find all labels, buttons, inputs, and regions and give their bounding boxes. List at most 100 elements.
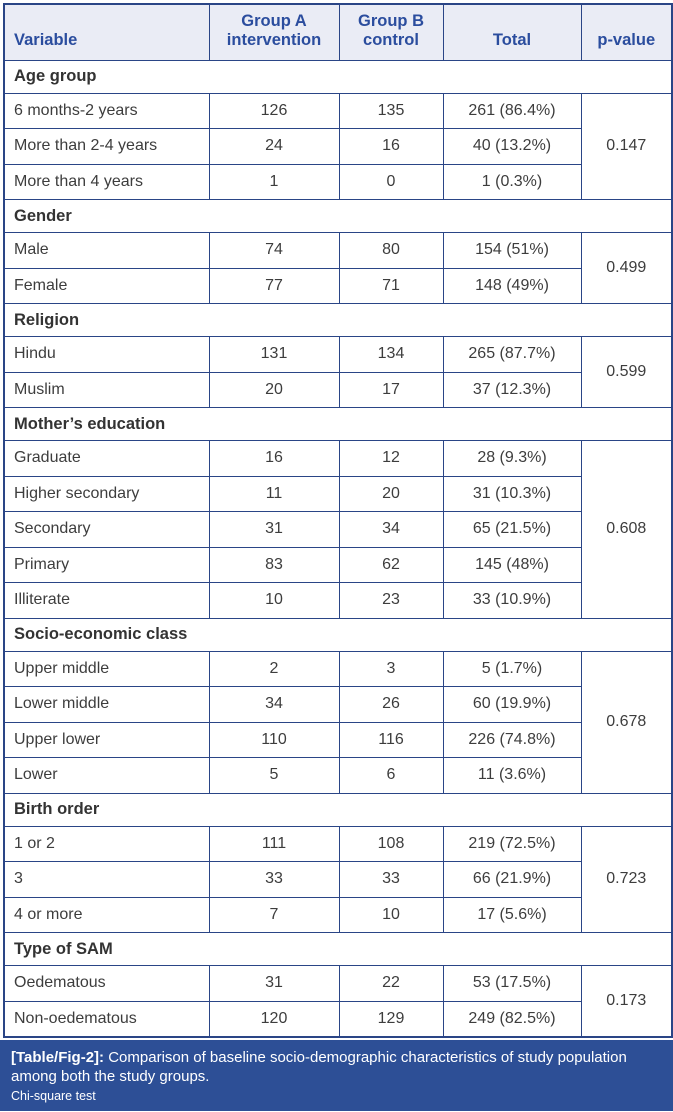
total-value: 5 (1.7%) (442, 650, 582, 687)
table-row: Secondary 31 34 65 (21.5%) (3, 511, 672, 548)
section-row: Religion (3, 303, 673, 337)
table-row: Primary 83 62 145 (48%) (3, 546, 672, 583)
p-value: 0.723 (580, 825, 673, 933)
total-value: 226 (74.8%) (442, 721, 582, 758)
group-b-value: 62 (338, 546, 444, 583)
group-a-value: 33 (208, 861, 340, 898)
total-value: 219 (72.5%) (442, 825, 582, 862)
group-a-value: 1 (208, 163, 340, 200)
row-label: Muslim (3, 371, 210, 408)
total-value: 148 (49%) (442, 267, 582, 304)
table-row: Female 77 71 148 (49%) (3, 267, 672, 304)
section-row: Age group (3, 59, 673, 94)
total-value: 53 (17.5%) (442, 965, 582, 1002)
section-title: Mother’s education (3, 407, 673, 441)
total-value: 60 (19.9%) (442, 686, 582, 723)
group-a-value: 110 (208, 721, 340, 758)
group-b-value: 108 (338, 825, 444, 862)
group-b-value: 134 (338, 336, 444, 373)
row-label: Oedematous (3, 965, 210, 1002)
row-label: Lower middle (3, 686, 210, 723)
table-container: Variable Group A intervention Group B co… (3, 3, 673, 1038)
table-row: Upper middle 2 3 5 (1.7%) 0.678 (3, 650, 673, 794)
group-b-value: 116 (338, 721, 444, 758)
section-title: Socio-economic class (3, 617, 673, 652)
total-value: 28 (9.3%) (442, 440, 582, 477)
table-row: Illiterate 10 23 33 (10.9%) (3, 582, 672, 619)
table-row: 1 or 2 111 108 219 (72.5%) 0.723 (3, 825, 673, 933)
group-a-value: 111 (208, 825, 340, 862)
total-value: 37 (12.3%) (442, 371, 582, 408)
header-p-value: p-value (580, 3, 673, 61)
total-value: 1 (0.3%) (442, 163, 582, 200)
row-label: Non-oedematous (3, 1000, 210, 1037)
group-b-value: 22 (338, 965, 444, 1002)
row-label: Male (3, 232, 210, 269)
group-a-value: 24 (208, 128, 340, 165)
section-title: Birth order (3, 792, 673, 827)
group-a-value: 11 (208, 475, 340, 512)
table-body: Age group 6 months-2 years 126 135 261 (86.4… (3, 59, 673, 1037)
table-row: Oedematous 31 22 53 (17.5%) 0.173 (3, 965, 673, 1037)
total-value: 249 (82.5%) (442, 1000, 582, 1037)
total-value: 265 (87.7%) (442, 336, 582, 373)
section-title: Age group (3, 59, 673, 94)
total-value: 65 (21.5%) (442, 511, 582, 548)
caption-bar: [Table/Fig-2]: Comparison of baseline so… (0, 1039, 673, 1111)
section-row: Gender (3, 199, 673, 233)
p-value: 0.173 (580, 965, 673, 1037)
header-group-b: Group B control (338, 3, 444, 61)
table-row: 4 or more 7 10 17 (5.6%) (3, 896, 672, 933)
p-value: 0.147 (580, 92, 673, 200)
group-a-value: 34 (208, 686, 340, 723)
group-b-value: 0 (338, 163, 444, 200)
section-title: Type of SAM (3, 932, 673, 966)
row-label: 6 months-2 years (3, 92, 210, 129)
row-label: Female (3, 267, 210, 304)
header-row: Variable Group A intervention Group B co… (3, 3, 673, 61)
table-row: Higher secondary 11 20 31 (10.3%) (3, 475, 672, 512)
group-b-value: 10 (338, 896, 444, 933)
table-row: Lower 5 6 11 (3.6%) (3, 757, 672, 794)
group-b-value: 17 (338, 371, 444, 408)
section-row: Type of SAM (3, 932, 673, 966)
row-label: Higher secondary (3, 475, 210, 512)
caption-note: Chi-square test (11, 1088, 96, 1103)
row-label: 4 or more (3, 896, 210, 933)
total-value: 66 (21.9%) (442, 861, 582, 898)
group-b-value: 71 (338, 267, 444, 304)
total-value: 17 (5.6%) (442, 896, 582, 933)
total-value: 11 (3.6%) (442, 757, 582, 794)
section-row: Socio-economic class (3, 617, 673, 652)
table-row: Non-oedematous 120 129 249 (82.5%) (3, 1000, 672, 1037)
total-value: 145 (48%) (442, 546, 582, 583)
section-row: Mother’s education (3, 407, 673, 441)
row-label: Graduate (3, 440, 210, 477)
table-row: Hindu 131 134 265 (87.7%) 0.599 (3, 336, 673, 408)
group-a-value: 7 (208, 896, 340, 933)
group-a-value: 16 (208, 440, 340, 477)
group-a-value: 20 (208, 371, 340, 408)
header-total: Total (442, 3, 582, 61)
p-value: 0.608 (580, 440, 673, 619)
total-value: 31 (10.3%) (442, 475, 582, 512)
row-label: Upper middle (3, 650, 210, 687)
section-title: Gender (3, 199, 673, 233)
total-value: 261 (86.4%) (442, 92, 582, 129)
group-b-value: 129 (338, 1000, 444, 1037)
group-a-value: 126 (208, 92, 340, 129)
p-value: 0.599 (580, 336, 673, 408)
row-label: More than 2-4 years (3, 128, 210, 165)
group-b-value: 135 (338, 92, 444, 129)
group-a-value: 83 (208, 546, 340, 583)
total-value: 40 (13.2%) (442, 128, 582, 165)
section-row: Birth order (3, 792, 673, 827)
group-a-value: 2 (208, 650, 340, 687)
group-a-value: 5 (208, 757, 340, 794)
row-label: More than 4 years (3, 163, 210, 200)
total-value: 33 (10.9%) (442, 582, 582, 619)
row-label: 3 (3, 861, 210, 898)
header-variable: Variable (3, 3, 210, 61)
table-row: 3 33 33 66 (21.9%) (3, 861, 672, 898)
